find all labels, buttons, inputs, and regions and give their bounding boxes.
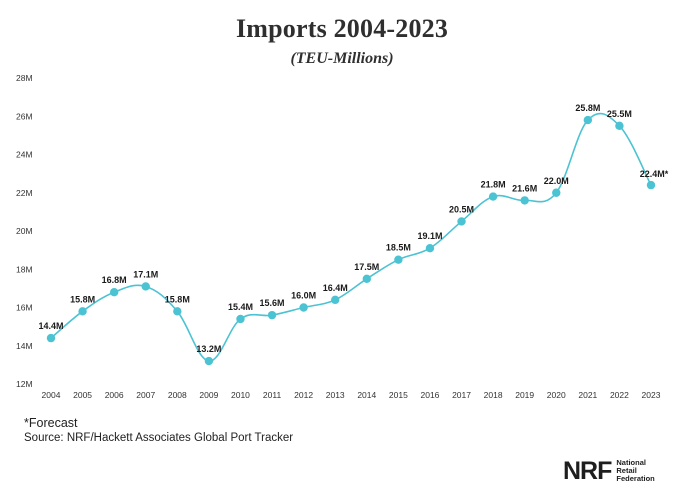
nrf-logo-word: National: [616, 457, 646, 467]
data-point: [331, 295, 340, 305]
x-tick-label: 2023: [642, 390, 661, 400]
x-tick-label: 2020: [547, 390, 566, 400]
y-tick-label: 20M: [16, 226, 33, 236]
x-tick-label: 2009: [199, 390, 218, 400]
data-point: [78, 307, 87, 316]
data-point: [204, 356, 214, 366]
data-point: [173, 307, 182, 316]
y-tick-label: 26M: [16, 111, 33, 121]
data-point: [615, 121, 624, 131]
source-note: Source: NRF/Hackett Associates Global Po…: [24, 432, 294, 444]
x-tick-label: 2013: [326, 390, 345, 400]
x-tick-label: 2010: [231, 390, 250, 400]
data-label: 16.8M: [102, 275, 127, 285]
data-point: [267, 310, 277, 320]
data-point: [141, 282, 150, 291]
x-tick-label: 2014: [357, 390, 376, 400]
data-label: 15.8M: [165, 294, 190, 304]
x-tick-label: 2005: [73, 390, 92, 400]
data-point: [488, 192, 498, 201]
data-label: 19.1M: [417, 231, 442, 241]
data-point: [646, 180, 656, 190]
data-label: 13.2M: [196, 344, 221, 354]
nrf-logo-word: Federation: [616, 474, 655, 484]
y-axis: 12M 14M 16M 18M 20M 22M 24M 26M 28M: [16, 73, 33, 389]
data-point: [299, 303, 308, 312]
x-tick-label: 2021: [578, 390, 597, 400]
x-tick-label: 2018: [484, 390, 503, 400]
chart-title: Imports 2004-2023: [235, 14, 449, 43]
data-label: 16.4M: [323, 283, 348, 293]
y-tick-label: 16M: [16, 303, 33, 313]
data-label: 15.4M: [228, 302, 253, 312]
data-point: [109, 288, 119, 297]
x-tick-label: 2006: [105, 390, 124, 400]
y-tick-label: 28M: [16, 73, 33, 83]
data-label: 17.1M: [133, 269, 158, 279]
data-point: [394, 255, 403, 264]
x-tick-label: 2012: [294, 390, 313, 400]
data-label: 25.8M: [575, 103, 600, 113]
x-axis: 2004 2005 2006 2007 2008 2009 2010 2011 2012 2013…: [42, 390, 661, 400]
chart-subtitle: (TEU-Millions): [290, 50, 394, 67]
x-tick-label: 2019: [515, 390, 534, 400]
x-tick-label: 2016: [420, 390, 439, 400]
x-tick-label: 2015: [389, 390, 408, 400]
data-label: 16.0M: [291, 291, 316, 301]
data-label: 14.4M: [38, 321, 63, 331]
x-tick-label: 2004: [42, 390, 61, 400]
data-label: 21.8M: [481, 180, 506, 190]
data-point: [425, 244, 435, 253]
y-tick-label: 12M: [16, 379, 33, 389]
data-label: 22.0M: [544, 176, 569, 186]
series-line: [50, 112, 652, 362]
nrf-logo-mark: NRF: [563, 457, 612, 485]
y-tick-label: 18M: [16, 264, 33, 274]
data-point: [552, 188, 561, 197]
data-label: 15.6M: [260, 298, 285, 308]
data-label: 25.5M: [607, 109, 632, 119]
data-label: 22.4M*: [640, 169, 669, 179]
data-label: 15.8M: [70, 294, 95, 304]
x-tick-label: 2008: [168, 390, 187, 400]
data-point: [457, 217, 466, 226]
nrf-logo: NRF National Retail Federation: [563, 458, 655, 484]
x-tick-label: 2017: [452, 390, 471, 400]
data-label: 21.6M: [512, 183, 537, 193]
data-point: [520, 196, 529, 205]
data-point: [583, 115, 593, 125]
x-tick-label: 2022: [610, 390, 629, 400]
nrf-logo-word: Retail: [616, 465, 637, 475]
data-label: 17.5M: [354, 262, 379, 272]
data-label: 18.5M: [386, 243, 411, 253]
data-point: [236, 314, 245, 324]
data-label: 20.5M: [449, 204, 474, 214]
x-tick-label: 2007: [136, 390, 155, 400]
data-points: [46, 115, 656, 366]
data-labels: 14.4M 15.8M 16.8M 17.1M 15.8M 13.2M 15.4M 15.6M…: [38, 103, 668, 354]
data-point: [46, 333, 56, 343]
y-tick-label: 22M: [16, 188, 33, 198]
x-tick-label: 2011: [263, 390, 282, 400]
forecast-footnote: *Forecast: [24, 416, 78, 430]
y-tick-label: 14M: [16, 341, 33, 351]
y-tick-label: 24M: [16, 150, 33, 160]
nrf-logo-words: National Retail Federation: [616, 457, 655, 484]
data-point: [362, 274, 371, 284]
